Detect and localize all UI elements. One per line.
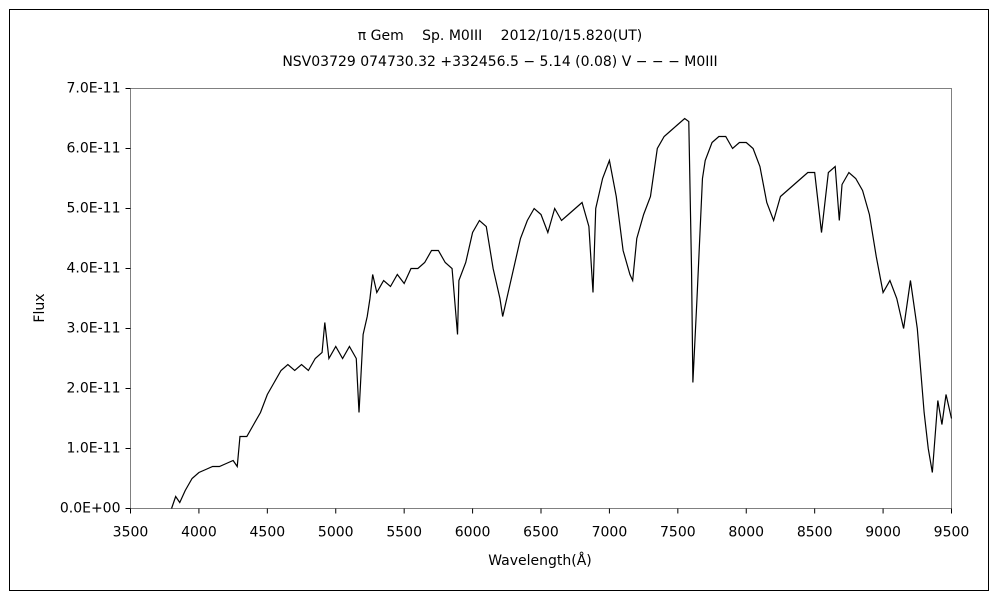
x-tick-label: 8500 [797, 525, 833, 541]
y-tick-label: 3.0E-11 [67, 321, 121, 337]
y-tick-label: 4.0E-11 [67, 261, 121, 277]
y-tick-label: 1.0E-11 [67, 441, 121, 457]
x-axis-label: Wavelength(Å) [488, 552, 592, 569]
x-tick-label: 7500 [660, 525, 696, 541]
x-tick-label: 8000 [728, 525, 764, 541]
x-tick-label: 7000 [592, 525, 628, 541]
x-tick-label: 9000 [865, 525, 901, 541]
x-tick-label: 3500 [113, 525, 149, 541]
x-tick-label: 6000 [455, 525, 491, 541]
spectrum-line [170, 117, 953, 509]
plot-area [130, 88, 952, 509]
x-tick-label: 9500 [934, 525, 970, 541]
chart-subtitle: NSV03729 074730.32 +332456.5 − 5.14 (0.0… [282, 54, 717, 70]
x-tick-label: 5000 [318, 525, 354, 541]
y-tick-label: 7.0E-11 [67, 81, 121, 97]
chart-title: π Gem Sp. M0III 2012/10/15.820(UT) [358, 28, 643, 44]
y-axis-label: Flux [32, 293, 48, 322]
x-tick-label: 5500 [386, 525, 422, 541]
y-tick-label: 6.0E-11 [67, 141, 121, 157]
y-tick-label: 5.0E-11 [67, 201, 121, 217]
y-tick-label: 2.0E-11 [67, 381, 121, 397]
y-tick-label: 0.0E+00 [60, 501, 121, 517]
x-tick-label: 4000 [181, 525, 217, 541]
x-tick-label: 4500 [250, 525, 286, 541]
x-tick-label: 6500 [523, 525, 559, 541]
